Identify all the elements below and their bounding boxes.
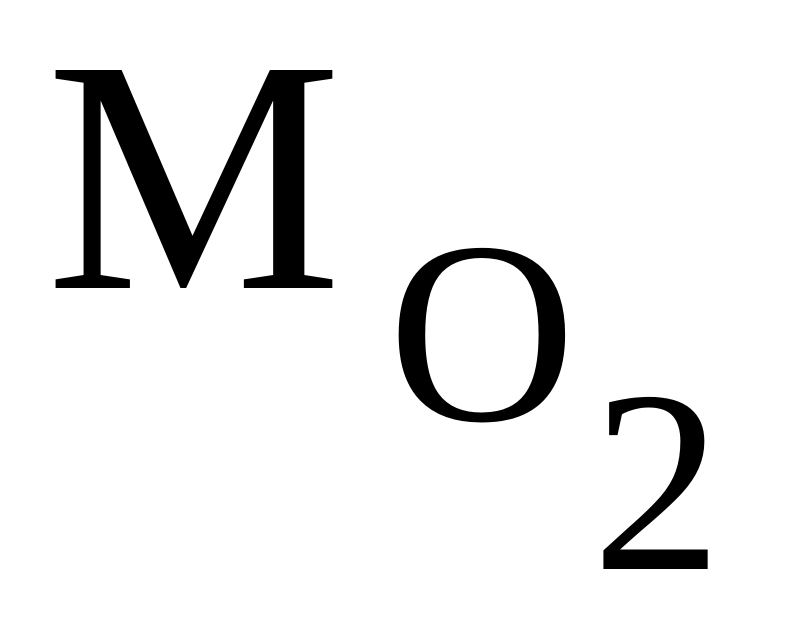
formula-subscript-count: 2 (592, 338, 722, 626)
formula-subscript-element: O (388, 189, 576, 477)
formula-main-symbol: M (46, 0, 343, 361)
